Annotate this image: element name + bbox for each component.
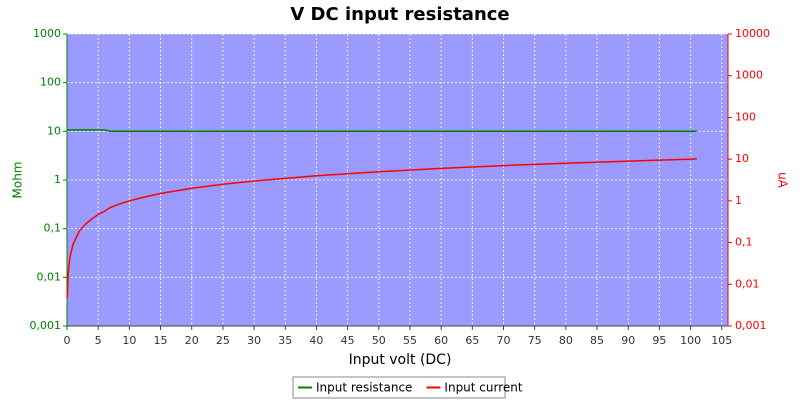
x-tick-label: 25 [216,334,230,347]
legend-label: Input current [444,381,522,395]
x-tick-label: 35 [278,334,292,347]
y-tick-label: 10 [47,124,61,137]
x-tick-label: 50 [372,334,386,347]
x-tick-label: 70 [497,334,511,347]
x-tick-label: 55 [403,334,417,347]
x-tick-label: 65 [465,334,479,347]
x-axis-label: Input volt (DC) [349,352,452,368]
x-tick-label: 30 [247,334,261,347]
x-tick-label: 10 [122,334,136,347]
y-tick-label: 100 [40,76,61,89]
x-tick-label: 45 [341,334,355,347]
y2-tick-label: 0,001 [735,319,767,332]
x-tick-label: 75 [528,334,542,347]
y2-tick-label: 0,1 [735,236,753,249]
y2-tick-label: 0,01 [735,277,760,290]
y2-tick-label: 1000 [735,69,763,82]
series-line [67,129,697,133]
x-tick-label: 15 [154,334,168,347]
y-axis-label: Mohm [11,162,25,199]
x-tick-label: 100 [680,334,701,347]
y-tick-label: 1 [54,173,61,186]
x-tick-label: 0 [64,334,71,347]
y-tick-label: 0,01 [37,270,62,283]
x-tick-label: 105 [711,334,732,347]
y2-tick-label: 100 [735,110,756,123]
y-tick-label: 0,001 [30,319,62,332]
x-tick-label: 95 [652,334,666,347]
plot-area [67,34,728,326]
series-line [66,158,697,299]
x-tick-label: 5 [95,334,102,347]
chart-title: V DC input resistance [290,4,509,25]
x-tick-label: 60 [434,334,448,347]
x-tick-label: 90 [621,334,635,347]
y-tick-label: 0,1 [44,222,62,235]
x-tick-label: 40 [309,334,323,347]
y2-tick-label: 10 [735,152,749,165]
y2-tick-label: 1 [735,194,742,207]
x-tick-label: 80 [559,334,573,347]
y-tick-label: 1000 [33,27,61,40]
x-tick-label: 20 [185,334,199,347]
y2-axis-label: uA [776,172,790,189]
x-tick-label: 85 [590,334,604,347]
legend [292,376,506,399]
y2-tick-label: 10000 [735,27,770,40]
legend-label: Input resistance [316,381,412,395]
